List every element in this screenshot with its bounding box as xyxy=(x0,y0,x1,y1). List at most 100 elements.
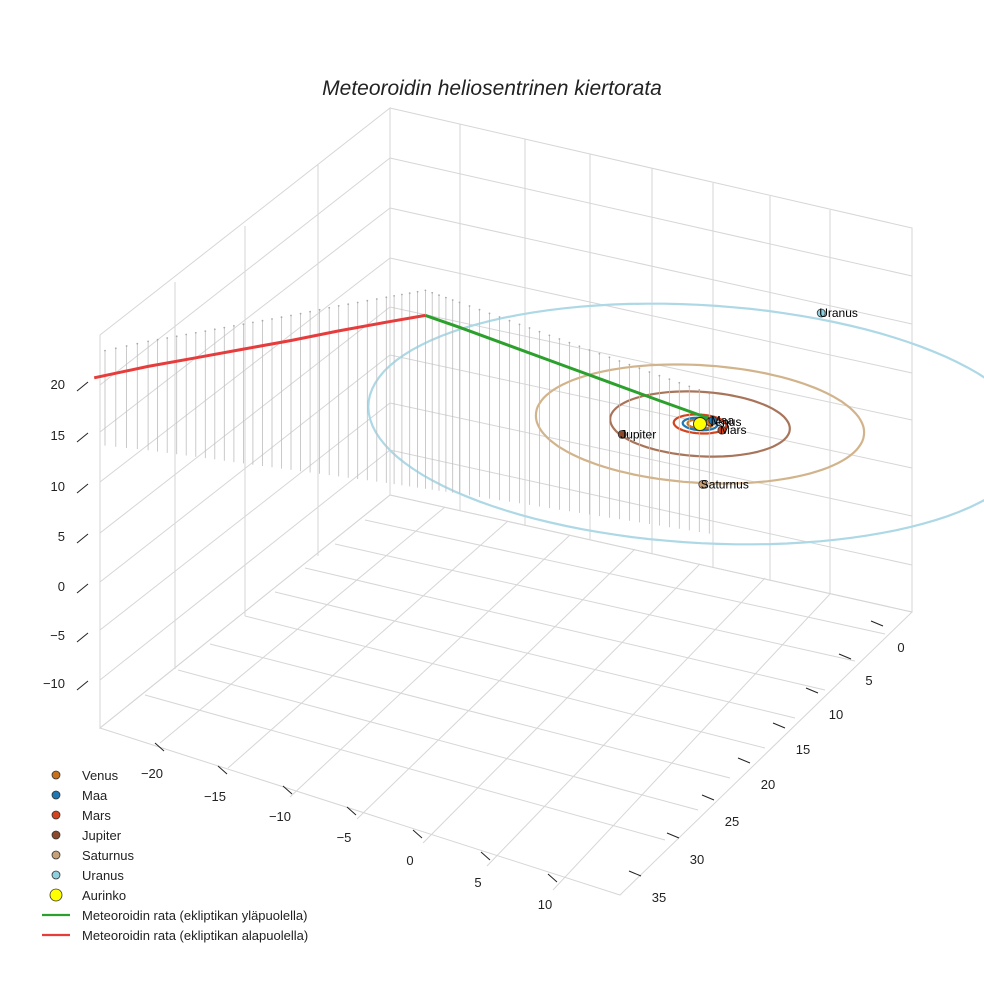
grid xyxy=(98,106,914,896)
x-tick-label: −20 xyxy=(141,766,163,781)
dropline-cap xyxy=(204,330,207,332)
dropline-cap xyxy=(578,345,581,348)
dropline-cap xyxy=(648,371,651,373)
dropline-cap xyxy=(156,338,159,341)
z-tick-label: 15 xyxy=(51,428,65,443)
legend-label: Meteoroidin rata (ekliptikan alapuolella… xyxy=(82,928,308,943)
body-maa xyxy=(708,416,718,425)
legend-swatch-marker xyxy=(51,790,61,800)
body-label-jupiter: Jupiter xyxy=(620,427,656,441)
dropline-cap xyxy=(688,385,691,388)
dropline-cap xyxy=(318,308,321,311)
dropline-cap xyxy=(628,363,631,366)
z-tick-label: 10 xyxy=(51,479,65,494)
body-label-mars: Mars xyxy=(720,423,747,437)
y-tick-mark xyxy=(838,653,852,660)
dropline-cap xyxy=(147,340,150,343)
dropline-cap xyxy=(299,312,302,315)
dropline-cap xyxy=(385,296,388,299)
dropline-cap xyxy=(261,319,264,322)
dropline-cap xyxy=(166,337,169,339)
dropline-cap xyxy=(401,293,403,296)
y-tick-mark xyxy=(772,722,786,729)
y-tick-mark xyxy=(666,832,680,839)
z-tick-label: 0 xyxy=(58,579,65,594)
x-tick-label: −15 xyxy=(204,789,226,804)
dropline-cap xyxy=(488,312,491,315)
z-tick-mark xyxy=(76,483,89,494)
legend-label: Venus xyxy=(82,768,119,783)
legend-label: Maa xyxy=(82,788,108,803)
dropline-cap xyxy=(588,349,591,351)
dropline-cap xyxy=(375,298,378,300)
dropline-cap xyxy=(125,345,128,347)
z-tick-mark xyxy=(76,632,89,643)
dropline-cap xyxy=(424,289,427,292)
y-tick-mark xyxy=(805,687,819,694)
orbit-uranus xyxy=(367,302,984,546)
x-tick-label: 10 xyxy=(538,897,552,912)
legend: Venus Maa Mars Jupiter Saturnus Uranus Aurinko… xyxy=(42,768,308,943)
legend-swatch-marker xyxy=(49,888,63,902)
dropline-cap xyxy=(104,349,106,352)
dropline-cap xyxy=(431,291,434,294)
legend-label: Uranus xyxy=(82,868,124,883)
z-tick-label: 20 xyxy=(51,377,65,392)
legend-swatch-marker xyxy=(51,870,61,880)
y-tick-mark xyxy=(628,870,642,877)
x-tick-label: −5 xyxy=(337,830,352,845)
dropline-cap xyxy=(136,342,139,345)
dropline-cap xyxy=(451,299,454,301)
y-tick-label: 10 xyxy=(829,707,843,722)
trajectory-droplines xyxy=(104,289,711,534)
body-aurinko xyxy=(693,417,707,431)
dropline-cap xyxy=(356,301,359,304)
x-tick-mark xyxy=(346,806,357,816)
dropline-cap xyxy=(478,308,481,311)
x-tick-mark xyxy=(154,742,165,752)
dropline-cap xyxy=(668,378,671,381)
dropline-cap xyxy=(290,314,292,317)
dropline-cap xyxy=(114,347,117,350)
dropline-cap xyxy=(242,323,245,326)
dropline-cap xyxy=(271,318,273,320)
dropline-cap xyxy=(538,330,541,333)
x-tick-label: −10 xyxy=(269,809,291,824)
dropline-cap xyxy=(518,323,521,326)
legend-swatch-marker xyxy=(51,830,61,840)
dropline-cap xyxy=(678,381,681,384)
x-tick-mark xyxy=(412,829,423,839)
y-tick-label: 0 xyxy=(897,640,904,655)
y-tick-mark xyxy=(870,620,884,627)
y-tick-label: 20 xyxy=(761,777,775,792)
z-tick-mark xyxy=(76,583,89,594)
y-tick-mark xyxy=(701,794,715,801)
dropline-cap xyxy=(309,310,311,313)
dropline-cap xyxy=(438,294,440,297)
z-tick-mark xyxy=(76,381,89,392)
orbit-jupiter xyxy=(609,390,791,458)
dropline-cap xyxy=(393,295,395,297)
x-tick-label: 0 xyxy=(406,853,413,868)
y-tick-label: 15 xyxy=(796,742,810,757)
z-tick-mark xyxy=(76,533,89,544)
legend-label: Saturnus xyxy=(82,848,135,863)
dropline-cap xyxy=(175,335,178,338)
dropline-cap xyxy=(698,389,701,391)
body-label-saturnus: Saturnus xyxy=(701,477,749,491)
trajectory-series-2 xyxy=(93,313,426,380)
y-tick-mark xyxy=(737,757,751,764)
z-tick-label: −5 xyxy=(50,628,65,643)
body-uranus xyxy=(816,308,826,318)
dropline-cap xyxy=(618,360,621,362)
y-tick-label: 35 xyxy=(652,890,666,905)
x-tick-mark xyxy=(217,765,228,775)
dropline-cap xyxy=(213,328,216,331)
dropline-cap xyxy=(658,374,661,377)
legend-label: Jupiter xyxy=(82,828,122,843)
x-tick-mark xyxy=(480,851,491,861)
dropline-cap xyxy=(366,299,369,302)
x-axis-ticks: −20 −15 −10 −5 0 5 10 xyxy=(141,742,558,912)
z-axis-ticks: 20 15 10 5 0 −5 −10 xyxy=(43,377,89,691)
